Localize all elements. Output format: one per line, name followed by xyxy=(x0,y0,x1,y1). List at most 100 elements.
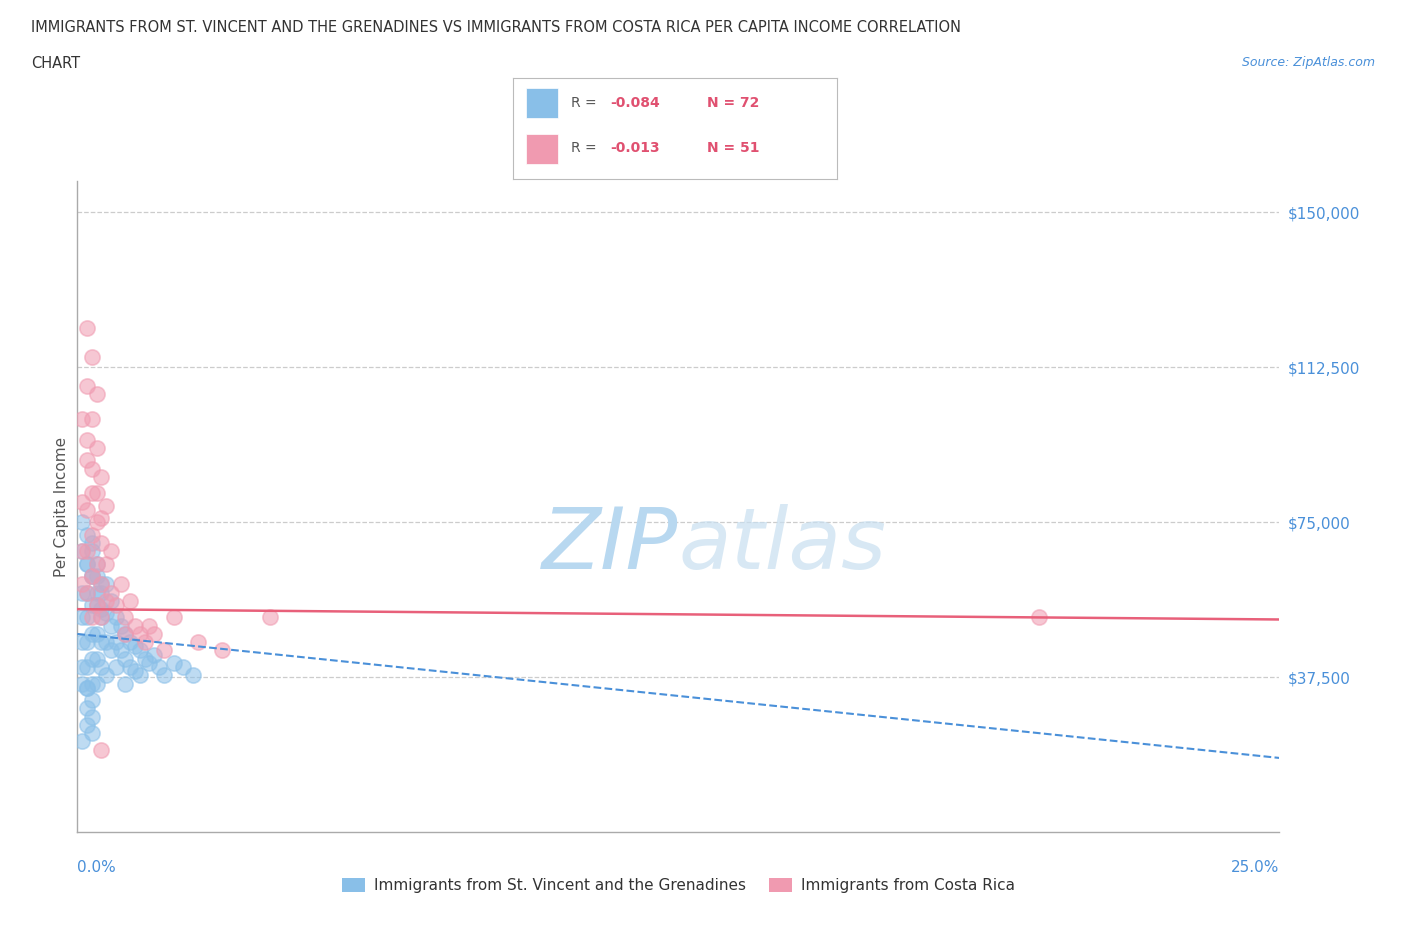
Point xyxy=(90,635,112,650)
Point xyxy=(96,593,118,608)
Point xyxy=(76,701,98,716)
Point xyxy=(90,470,112,485)
Point xyxy=(90,610,112,625)
Point xyxy=(124,618,146,633)
Point xyxy=(86,651,108,666)
Text: ZIP: ZIP xyxy=(543,504,679,588)
Point xyxy=(96,605,118,620)
Point xyxy=(70,494,93,509)
Point xyxy=(80,627,103,642)
Point xyxy=(76,635,98,650)
Point xyxy=(76,527,98,542)
Point xyxy=(143,627,166,642)
Point xyxy=(211,643,233,658)
Point xyxy=(128,627,150,642)
Point xyxy=(76,680,98,695)
Point xyxy=(172,659,194,674)
Point xyxy=(86,556,108,571)
Point xyxy=(153,643,176,658)
Point xyxy=(128,643,150,658)
Point xyxy=(90,602,112,617)
Point xyxy=(181,668,204,683)
Point xyxy=(80,725,103,740)
Point xyxy=(76,585,98,600)
Point xyxy=(1028,610,1050,625)
Point xyxy=(70,734,93,749)
Point xyxy=(80,486,103,501)
Text: 25.0%: 25.0% xyxy=(1232,860,1279,875)
Point xyxy=(80,568,103,583)
Point xyxy=(138,618,160,633)
Point xyxy=(120,593,142,608)
Point xyxy=(124,639,146,654)
Point xyxy=(162,610,184,625)
Point xyxy=(90,659,112,674)
Point xyxy=(86,627,108,642)
Point xyxy=(80,568,103,583)
Point xyxy=(90,511,112,525)
Point xyxy=(80,676,103,691)
Point xyxy=(86,515,108,530)
Point xyxy=(110,577,132,591)
Point xyxy=(76,502,98,517)
Point xyxy=(110,643,132,658)
Point xyxy=(104,659,127,674)
Point xyxy=(70,577,93,591)
Point xyxy=(76,556,98,571)
Point xyxy=(86,598,108,613)
Point xyxy=(80,693,103,708)
Point xyxy=(80,544,103,559)
Point xyxy=(76,556,98,571)
Point xyxy=(80,710,103,724)
Bar xyxy=(526,88,558,118)
Point xyxy=(148,659,170,674)
Point xyxy=(114,610,136,625)
Point xyxy=(80,568,103,583)
Point xyxy=(86,585,108,600)
Point xyxy=(90,742,112,757)
Point xyxy=(259,610,281,625)
Point xyxy=(100,618,122,633)
Point xyxy=(70,676,93,691)
Point xyxy=(90,585,112,600)
Point xyxy=(100,643,122,658)
Point xyxy=(70,412,93,427)
Point xyxy=(96,635,118,650)
Point xyxy=(86,598,108,613)
Point xyxy=(80,527,103,542)
Point xyxy=(134,635,156,650)
Text: atlas: atlas xyxy=(679,504,886,588)
Point xyxy=(100,585,122,600)
Point xyxy=(70,544,93,559)
Bar xyxy=(526,134,558,165)
Text: -0.084: -0.084 xyxy=(610,96,659,110)
Point xyxy=(76,680,98,695)
Point xyxy=(96,498,118,513)
Point xyxy=(153,668,176,683)
Point xyxy=(80,536,103,551)
Point xyxy=(162,656,184,671)
Point xyxy=(76,659,98,674)
Point xyxy=(76,432,98,447)
Point xyxy=(104,610,127,625)
Point xyxy=(86,568,108,583)
Point xyxy=(70,635,93,650)
Point xyxy=(80,412,103,427)
Point xyxy=(70,515,93,530)
Text: N = 72: N = 72 xyxy=(707,96,759,110)
Point xyxy=(76,585,98,600)
Point xyxy=(86,556,108,571)
Point xyxy=(80,651,103,666)
Point xyxy=(96,668,118,683)
Point xyxy=(124,664,146,679)
Point xyxy=(120,659,142,674)
Point xyxy=(114,627,136,642)
Point xyxy=(143,647,166,662)
Point xyxy=(110,618,132,633)
Point xyxy=(128,668,150,683)
Point xyxy=(90,577,112,591)
Text: N = 51: N = 51 xyxy=(707,141,759,155)
Point xyxy=(70,544,93,559)
Point xyxy=(76,610,98,625)
Text: R =: R = xyxy=(571,141,602,155)
